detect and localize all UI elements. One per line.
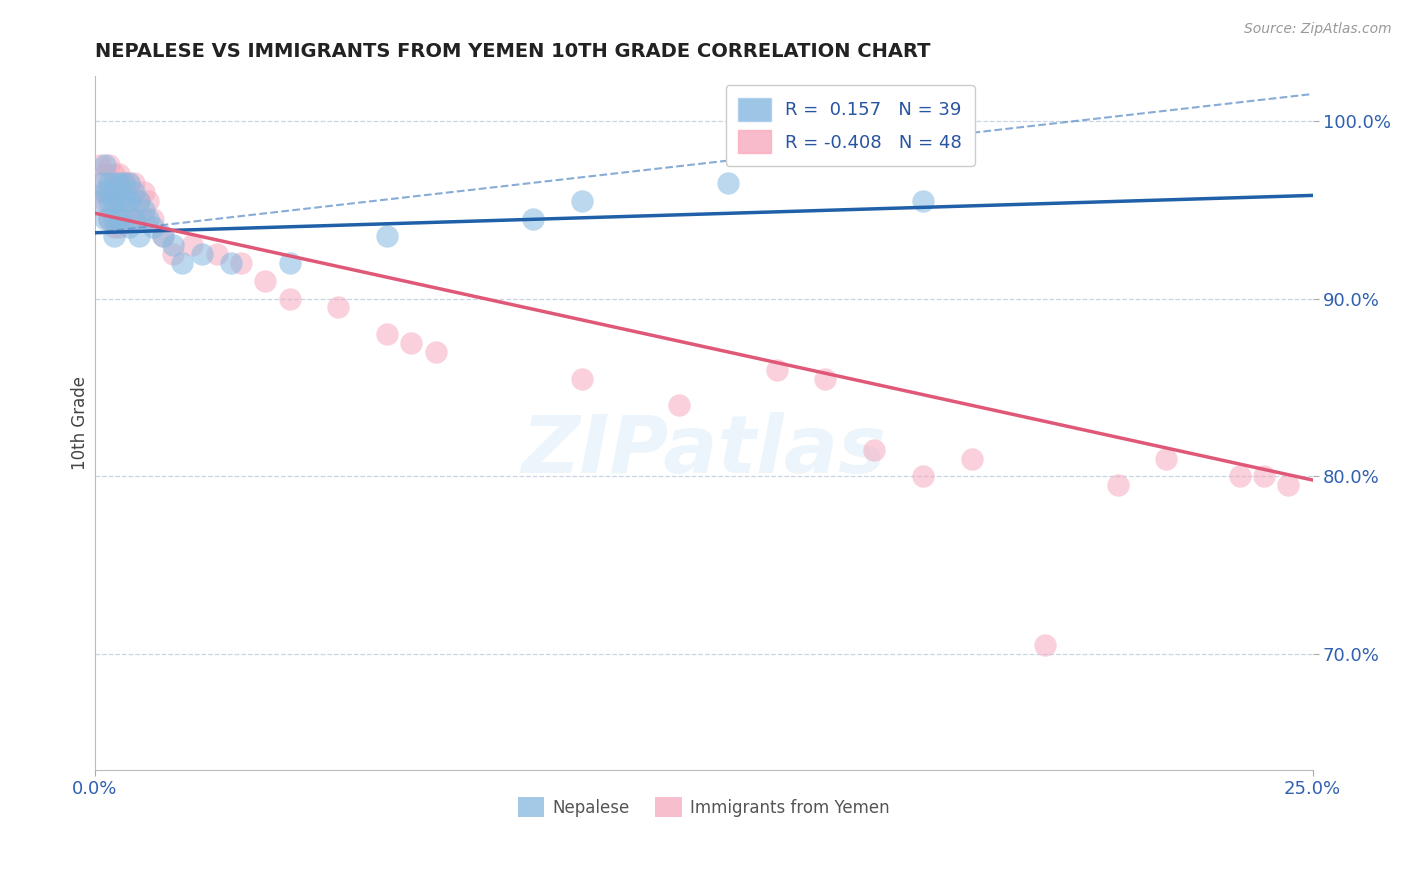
Point	[108, 176, 131, 190]
Point	[254, 274, 277, 288]
Point	[112, 211, 135, 226]
Point	[108, 194, 131, 208]
Point	[108, 167, 131, 181]
Point	[863, 442, 886, 457]
Point	[1156, 451, 1178, 466]
Point	[128, 229, 150, 244]
Point	[571, 371, 593, 385]
Point	[1253, 469, 1275, 483]
Point	[911, 469, 934, 483]
Point	[172, 256, 194, 270]
Point	[98, 194, 121, 208]
Point	[122, 211, 145, 226]
Point	[128, 194, 150, 208]
Point	[98, 211, 121, 226]
Point	[765, 362, 787, 376]
Point	[98, 211, 121, 226]
Point	[278, 292, 301, 306]
Point	[1277, 478, 1299, 492]
Point	[89, 158, 111, 172]
Point	[112, 176, 135, 190]
Point	[103, 176, 125, 190]
Point	[814, 371, 837, 385]
Point	[717, 176, 740, 190]
Point	[98, 185, 121, 199]
Point	[911, 194, 934, 208]
Point	[89, 185, 111, 199]
Point	[122, 185, 145, 199]
Point	[108, 211, 131, 226]
Point	[132, 211, 155, 226]
Point	[401, 336, 423, 351]
Point	[103, 211, 125, 226]
Point	[571, 194, 593, 208]
Point	[118, 194, 141, 208]
Point	[375, 327, 398, 342]
Point	[112, 176, 135, 190]
Point	[118, 211, 141, 226]
Point	[118, 176, 141, 190]
Point	[132, 185, 155, 199]
Point	[93, 194, 115, 208]
Point	[118, 176, 141, 190]
Point	[219, 256, 242, 270]
Point	[152, 229, 174, 244]
Text: ZIPatlas: ZIPatlas	[522, 412, 886, 490]
Point	[103, 167, 125, 181]
Point	[162, 247, 184, 261]
Point	[93, 211, 115, 226]
Point	[122, 176, 145, 190]
Point	[138, 211, 160, 226]
Point	[152, 229, 174, 244]
Point	[278, 256, 301, 270]
Point	[205, 247, 228, 261]
Point	[112, 202, 135, 217]
Point	[142, 211, 165, 226]
Point	[1107, 478, 1129, 492]
Point	[522, 211, 544, 226]
Point	[98, 176, 121, 190]
Point	[103, 194, 125, 208]
Point	[112, 194, 135, 208]
Point	[103, 220, 125, 235]
Text: NEPALESE VS IMMIGRANTS FROM YEMEN 10TH GRADE CORRELATION CHART: NEPALESE VS IMMIGRANTS FROM YEMEN 10TH G…	[94, 42, 931, 61]
Point	[93, 167, 115, 181]
Point	[1229, 469, 1251, 483]
Point	[229, 256, 252, 270]
Text: Source: ZipAtlas.com: Source: ZipAtlas.com	[1244, 22, 1392, 37]
Point	[89, 176, 111, 190]
Point	[128, 194, 150, 208]
Point	[122, 211, 145, 226]
Point	[142, 220, 165, 235]
Point	[118, 220, 141, 235]
Point	[93, 158, 115, 172]
Point	[960, 451, 983, 466]
Point	[98, 158, 121, 172]
Point	[132, 202, 155, 217]
Point	[181, 238, 204, 252]
Point	[93, 185, 115, 199]
Point	[89, 194, 111, 208]
Point	[103, 229, 125, 244]
Legend: Nepalese, Immigrants from Yemen: Nepalese, Immigrants from Yemen	[512, 790, 896, 824]
Y-axis label: 10th Grade: 10th Grade	[72, 376, 89, 470]
Point	[425, 345, 447, 359]
Point	[375, 229, 398, 244]
Point	[191, 247, 214, 261]
Point	[1033, 639, 1056, 653]
Point	[103, 194, 125, 208]
Point	[108, 194, 131, 208]
Point	[668, 398, 690, 412]
Point	[108, 220, 131, 235]
Point	[138, 194, 160, 208]
Point	[328, 301, 350, 315]
Point	[162, 238, 184, 252]
